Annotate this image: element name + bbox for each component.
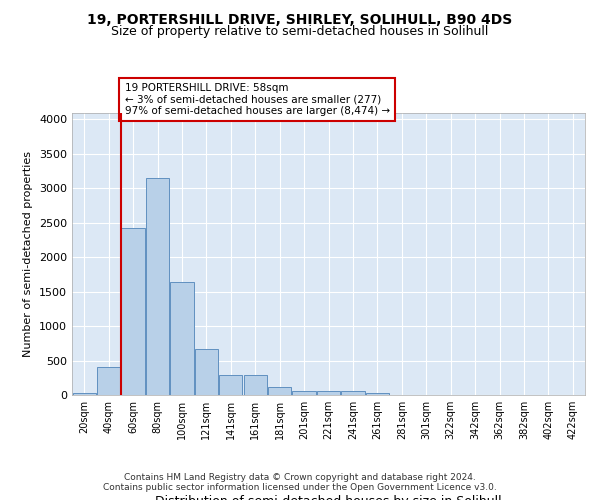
Bar <box>219 375 242 395</box>
X-axis label: Distribution of semi-detached houses by size in Solihull: Distribution of semi-detached houses by … <box>155 495 502 500</box>
Text: Contains HM Land Registry data © Crown copyright and database right 2024.: Contains HM Land Registry data © Crown c… <box>124 474 476 482</box>
Bar <box>73 393 96 395</box>
Bar <box>268 386 291 395</box>
Text: 19, PORTERSHILL DRIVE, SHIRLEY, SOLIHULL, B90 4DS: 19, PORTERSHILL DRIVE, SHIRLEY, SOLIHULL… <box>88 12 512 26</box>
Bar <box>317 390 340 395</box>
Text: Size of property relative to semi-detached houses in Solihull: Size of property relative to semi-detach… <box>112 25 488 38</box>
Bar <box>341 390 365 395</box>
Bar <box>195 349 218 395</box>
Bar <box>292 390 316 395</box>
Bar <box>146 178 169 395</box>
Text: 19 PORTERSHILL DRIVE: 58sqm
← 3% of semi-detached houses are smaller (277)
97% o: 19 PORTERSHILL DRIVE: 58sqm ← 3% of semi… <box>125 82 389 116</box>
Bar <box>170 282 194 395</box>
Bar <box>366 393 389 395</box>
Bar <box>97 368 120 395</box>
Text: Contains public sector information licensed under the Open Government Licence v3: Contains public sector information licen… <box>103 484 497 492</box>
Y-axis label: Number of semi-detached properties: Number of semi-detached properties <box>23 151 34 357</box>
Bar <box>244 375 267 395</box>
Bar <box>121 228 145 395</box>
